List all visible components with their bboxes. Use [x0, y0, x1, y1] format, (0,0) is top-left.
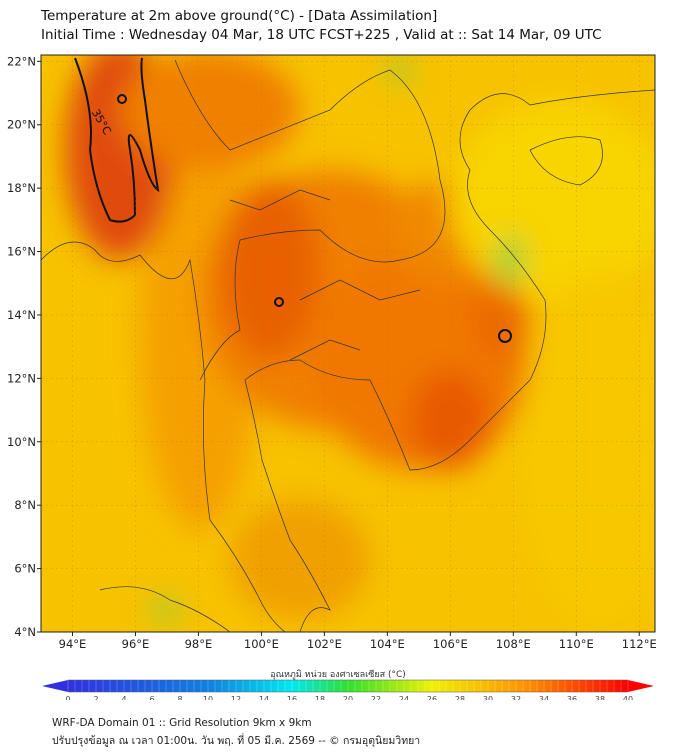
lat-tick-label: 6°N [14, 562, 36, 576]
gridlines [41, 55, 655, 632]
lon-tick-label: 108°E [496, 637, 531, 651]
lat-tick-label: 16°N [7, 245, 36, 259]
temperature-field: 35°C [41, 55, 655, 632]
colorbar-tick-label: 32 [511, 695, 521, 700]
lat-tick-label: 12°N [7, 371, 36, 385]
lon-tick-label: 104°E [370, 637, 405, 651]
lon-tick-label: 112°E [622, 637, 657, 651]
colorbar-tick-label: 28 [455, 695, 465, 700]
colorbar-tick-label: 38 [595, 695, 605, 700]
lon-tick-label: 98°E [185, 637, 213, 651]
lon-tick-label: 110°E [559, 637, 594, 651]
colorbar: 0 2 4 6 8 10 12 14 16 18 20 22 24 26 28 30 32 34 36 38 40 [42, 679, 654, 700]
colorbar-tick-label: 26 [427, 695, 437, 700]
temperature-map: 35°C 94°E 96°E 98°E 100°E 102°E 104°E 106°E 108… [7, 54, 657, 700]
lat-tick-label: 18°N [7, 181, 36, 195]
colorbar-tick-label: 0 [65, 695, 70, 700]
lon-tick-label: 94°E [59, 637, 87, 651]
lon-tick-label: 96°E [122, 637, 150, 651]
lat-tick-label: 4°N [14, 625, 36, 639]
colorbar-tick-label: 10 [203, 695, 213, 700]
map-title: Temperature at 2m above ground(°C) - [Da… [41, 8, 438, 24]
colorbar-label: อุณหภูมิ หน่วย องศาเซลเซียส (°C) [270, 670, 406, 680]
lat-tick-label: 8°N [14, 498, 36, 512]
colorbar-tick-label: 8 [177, 695, 182, 700]
colorbar-tick-label: 36 [567, 695, 577, 700]
lon-tick-label: 100°E [244, 637, 279, 651]
35c-contour [74, 57, 512, 343]
colorbar-tick-label: 4 [121, 695, 126, 700]
colorbar-tick-label: 34 [539, 695, 549, 700]
colorbar-tick-label: 2 [93, 695, 98, 700]
lon-tick-label: 106°E [433, 637, 468, 651]
colorbar-tick-label: 20 [343, 695, 353, 700]
colorbar-tick-label: 14 [259, 695, 269, 700]
colorbar-tick-label: 12 [231, 695, 241, 700]
colorbar-tick-label: 16 [287, 695, 297, 700]
lon-tick-label: 102°E [307, 637, 342, 651]
colorbar-tick-label: 6 [149, 695, 154, 700]
lat-tick-label: 22°N [7, 54, 36, 68]
coastlines-borders [41, 59, 655, 632]
colorbar-tick-label: 24 [399, 695, 409, 700]
lat-tick-label: 14°N [7, 308, 36, 322]
colorbar-tick-label: 40 [623, 695, 633, 700]
footer-update-info: ปรับปรุงข้อมูล ณ เวลา 01:00น. วัน พฤ. ที… [52, 735, 421, 747]
axis-ticks: 94°E 96°E 98°E 100°E 102°E 104°E 106°E 108°E 110… [7, 54, 657, 651]
footer-model-info: WRF-DA Domain 01 :: Grid Resolution 9km … [52, 717, 312, 729]
map-frame [40, 54, 656, 633]
colorbar-tick-label: 30 [483, 695, 493, 700]
map-subtitle: Initial Time : Wednesday 04 Mar, 18 UTC … [41, 27, 602, 43]
lat-tick-label: 10°N [7, 435, 36, 449]
colorbar-tick-label: 18 [315, 695, 325, 700]
colorbar-tick-label: 22 [371, 695, 381, 700]
lat-tick-label: 20°N [7, 118, 36, 132]
